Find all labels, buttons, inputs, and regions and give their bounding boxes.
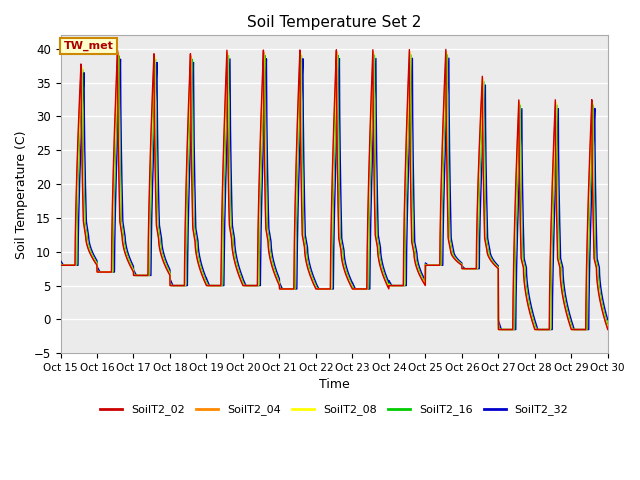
Line: SoilT2_02: SoilT2_02 [61,49,608,330]
SoilT2_32 [316,286,323,292]
SoilT2_04 [243,283,250,288]
SoilT2_02 [495,327,502,333]
SoilT2_08 [316,286,323,292]
Y-axis label: Soil Temperature (C): Soil Temperature (C) [15,130,28,259]
SoilT2_32 [472,266,480,272]
Title: Soil Temperature Set 2: Soil Temperature Set 2 [247,15,421,30]
SoilT2_02 [581,327,589,333]
X-axis label: Time: Time [319,378,349,392]
SoilT2_04 [57,262,65,268]
SoilT2_16 [574,327,582,333]
SoilT2_32 [574,327,582,333]
SoilT2_08 [495,327,503,333]
SoilT2_02 [472,266,480,272]
SoilT2_16 [472,266,480,272]
SoilT2_16 [457,260,465,266]
SoilT2_32 [57,258,65,264]
SoilT2_32 [445,55,452,61]
SoilT2_16 [57,260,65,266]
SoilT2_02 [457,262,465,267]
SoilT2_32 [604,317,612,323]
Text: TW_met: TW_met [63,41,113,51]
SoilT2_04 [604,326,612,332]
SoilT2_02 [574,327,582,333]
SoilT2_32 [581,327,589,333]
SoilT2_02 [57,263,65,268]
SoilT2_08 [243,283,250,288]
SoilT2_32 [497,327,505,333]
Line: SoilT2_16: SoilT2_16 [61,55,608,330]
Line: SoilT2_32: SoilT2_32 [61,58,608,330]
SoilT2_16 [444,52,451,58]
SoilT2_16 [243,283,250,288]
SoilT2_04 [581,327,589,333]
SoilT2_08 [604,324,612,330]
SoilT2_32 [457,259,465,265]
SoilT2_02 [243,283,250,288]
SoilT2_08 [57,261,65,267]
SoilT2_04 [495,327,502,333]
SoilT2_04 [472,266,480,272]
SoilT2_08 [574,327,582,333]
Line: SoilT2_04: SoilT2_04 [61,51,608,330]
SoilT2_04 [574,327,582,333]
SoilT2_16 [316,286,323,292]
Line: SoilT2_08: SoilT2_08 [61,53,608,330]
SoilT2_08 [581,327,589,333]
SoilT2_32 [243,283,250,288]
SoilT2_04 [316,286,323,292]
SoilT2_16 [496,327,504,333]
SoilT2_16 [581,327,589,333]
SoilT2_02 [604,327,612,333]
SoilT2_04 [442,48,450,54]
SoilT2_08 [457,261,465,267]
Legend: SoilT2_02, SoilT2_04, SoilT2_08, SoilT2_16, SoilT2_32: SoilT2_02, SoilT2_04, SoilT2_08, SoilT2_… [95,400,573,420]
SoilT2_08 [472,266,480,272]
SoilT2_02 [316,286,323,292]
SoilT2_08 [443,50,451,56]
SoilT2_04 [457,261,465,267]
SoilT2_16 [604,322,612,328]
SoilT2_02 [442,47,450,52]
